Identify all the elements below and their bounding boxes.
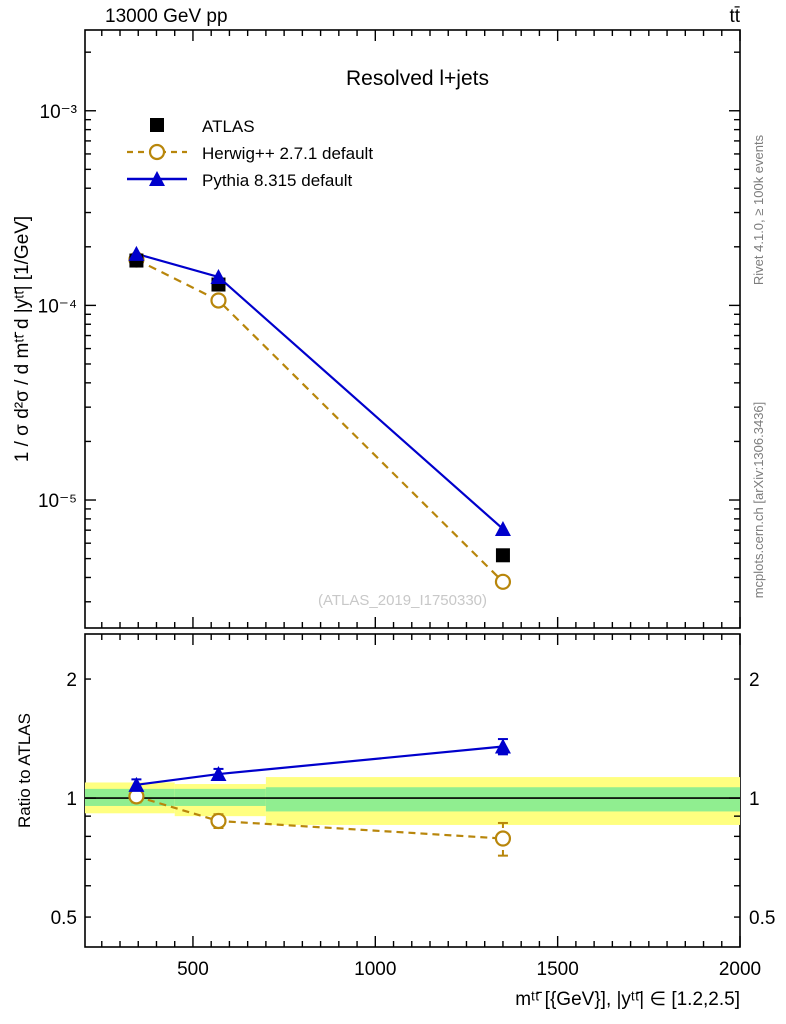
main-ytick-label: 10⁻⁴ (38, 296, 77, 317)
header: 13000 GeV pp tt̄ (105, 6, 741, 27)
main-ylabel: 1 / σ d²σ / d mᵗᵗ̄ d |yᵗᵗ̄| [1/GeV] (12, 216, 33, 462)
main-panel-frame (84, 29, 741, 629)
xtick-label: 2000 (719, 959, 761, 980)
ratio-marker-pythia (128, 776, 145, 792)
ratio-ytick-label-right: 0.5 (749, 908, 775, 929)
main-xticks (101, 30, 741, 628)
main-marker-square (495, 548, 510, 563)
xaxis-labels: 500 1000 1500 2000 mᵗᵗ̄ [{GeV}], |yᵗᵗ̄| ∈ [1… (177, 959, 761, 1010)
legend: ATLAS Herwig++ 2.7.1 default Pythia 8.315 … (127, 117, 373, 190)
main-plot-frame (84, 29, 741, 629)
side-texts: Rivet 4.1.0, ≥ 100k events mcplots.cern.c… (751, 134, 766, 598)
legend-marker-atlas (150, 118, 164, 132)
main-ytick-label: 10⁻⁵ (38, 491, 77, 512)
main-marker-triangle (210, 268, 227, 284)
main-title-group: Resolved l+jets (ATLAS_2019_I1750330) (318, 67, 489, 609)
ratio-ylabel-text: Ratio to ATLAS (15, 713, 34, 828)
main-ytick-label: 10⁻³ (40, 102, 78, 123)
side-text-bottom: mcplots.cern.ch [arXiv:1306.3436] (751, 402, 766, 599)
ratio-marker-pythia (210, 766, 227, 782)
ratio-marker-pythia (494, 738, 511, 754)
main-ylabel-text: 1 / σ d²σ / d mᵗᵗ̄ d |yᵗᵗ̄| [1/GeV] (12, 216, 33, 462)
main-marker-triangle (128, 245, 145, 261)
legend-label-0: ATLAS (202, 117, 255, 136)
ratio-ytick-label-right: 1 (749, 789, 760, 810)
ratio-ytick-label-left: 1 (66, 789, 77, 810)
xtick-label: 1000 (354, 959, 396, 980)
ratio-marker-herwig (494, 830, 512, 847)
main-marker-circle-open (210, 292, 227, 309)
legend-label-1: Herwig++ 2.7.1 default (202, 144, 373, 163)
ratio-ytick-label-right: 2 (749, 670, 760, 691)
header-right: tt̄ (729, 6, 740, 27)
ratio-band-inner-2 (265, 787, 740, 812)
ratio-marker-herwig (210, 812, 227, 830)
legend-marker-pythia (149, 171, 165, 186)
ratio-ytick-label-left: 2 (66, 670, 77, 691)
plot-title: Resolved l+jets (346, 67, 489, 90)
main-series-lines (135, 252, 504, 583)
watermark-text: (ATLAS_2019_I1750330) (318, 592, 487, 609)
ratio-ytick-labels: 2 2 1 1 0.5 0.5 (51, 670, 776, 929)
ratio-xticks (101, 634, 741, 947)
xtick-label: 1500 (537, 959, 579, 980)
xtick-label: 500 (177, 959, 209, 980)
main-marker-triangle (494, 520, 511, 536)
main-line-pythia (136, 252, 504, 530)
legend-marker-herwig (148, 143, 166, 161)
ratio-log-ticks (85, 678, 740, 918)
main-log-ticks (85, 51, 740, 603)
xaxis-label: mᵗᵗ̄ [{GeV}], |yᵗᵗ̄| ∈ [1.2,2.5] (515, 989, 740, 1010)
main-series-markers (128, 245, 512, 590)
ratio-ylabel: Ratio to ATLAS (15, 713, 34, 828)
legend-label-2: Pythia 8.315 default (202, 171, 353, 190)
main-line-herwig (135, 258, 504, 583)
ratio-series (128, 738, 512, 857)
header-left: 13000 GeV pp (105, 6, 228, 27)
main-ytick-labels: 10⁻³ 10⁻⁴ 10⁻⁵ (38, 102, 77, 512)
ratio-uncertainty-bands (85, 777, 740, 825)
main-marker-circle-open (494, 573, 512, 590)
side-text-top: Rivet 4.1.0, ≥ 100k events (751, 134, 766, 285)
ratio-ytick-label-left: 0.5 (51, 908, 77, 929)
